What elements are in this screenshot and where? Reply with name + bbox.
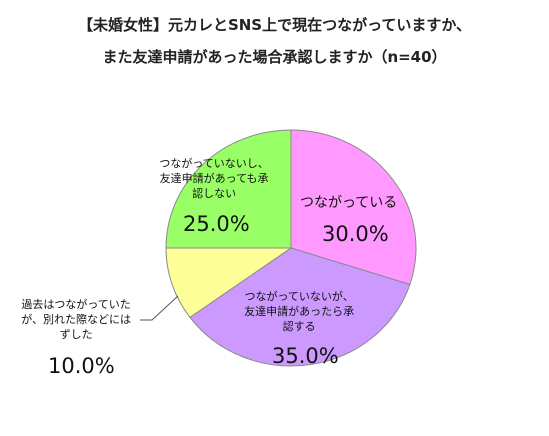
slice-label: つながっていないが、友達申請があったら承認する	[244, 290, 355, 333]
value-label: 10.0%	[48, 354, 115, 378]
value-label: 25.0%	[183, 212, 250, 236]
pie-slice	[290, 129, 417, 286]
pie-slice	[165, 247, 293, 319]
value-label: 35.0%	[272, 344, 339, 368]
slice-label: つながっている	[300, 195, 398, 211]
chart-title: 【未婚女性】元カレとSNS上で現在つながっていますか、	[77, 16, 472, 34]
leader-line	[140, 295, 179, 321]
chart-title: また友達申請があった場合承認しますか（n=40）	[102, 48, 447, 66]
value-label: 30.0%	[322, 222, 389, 246]
slice-label: 過去はつながっていたが、別れた際などにはずした	[21, 298, 131, 341]
slice-label: つながっていないし、友達申請があっても承認しない	[159, 157, 269, 200]
pie-slice	[189, 247, 411, 367]
pie-slice	[165, 129, 292, 249]
